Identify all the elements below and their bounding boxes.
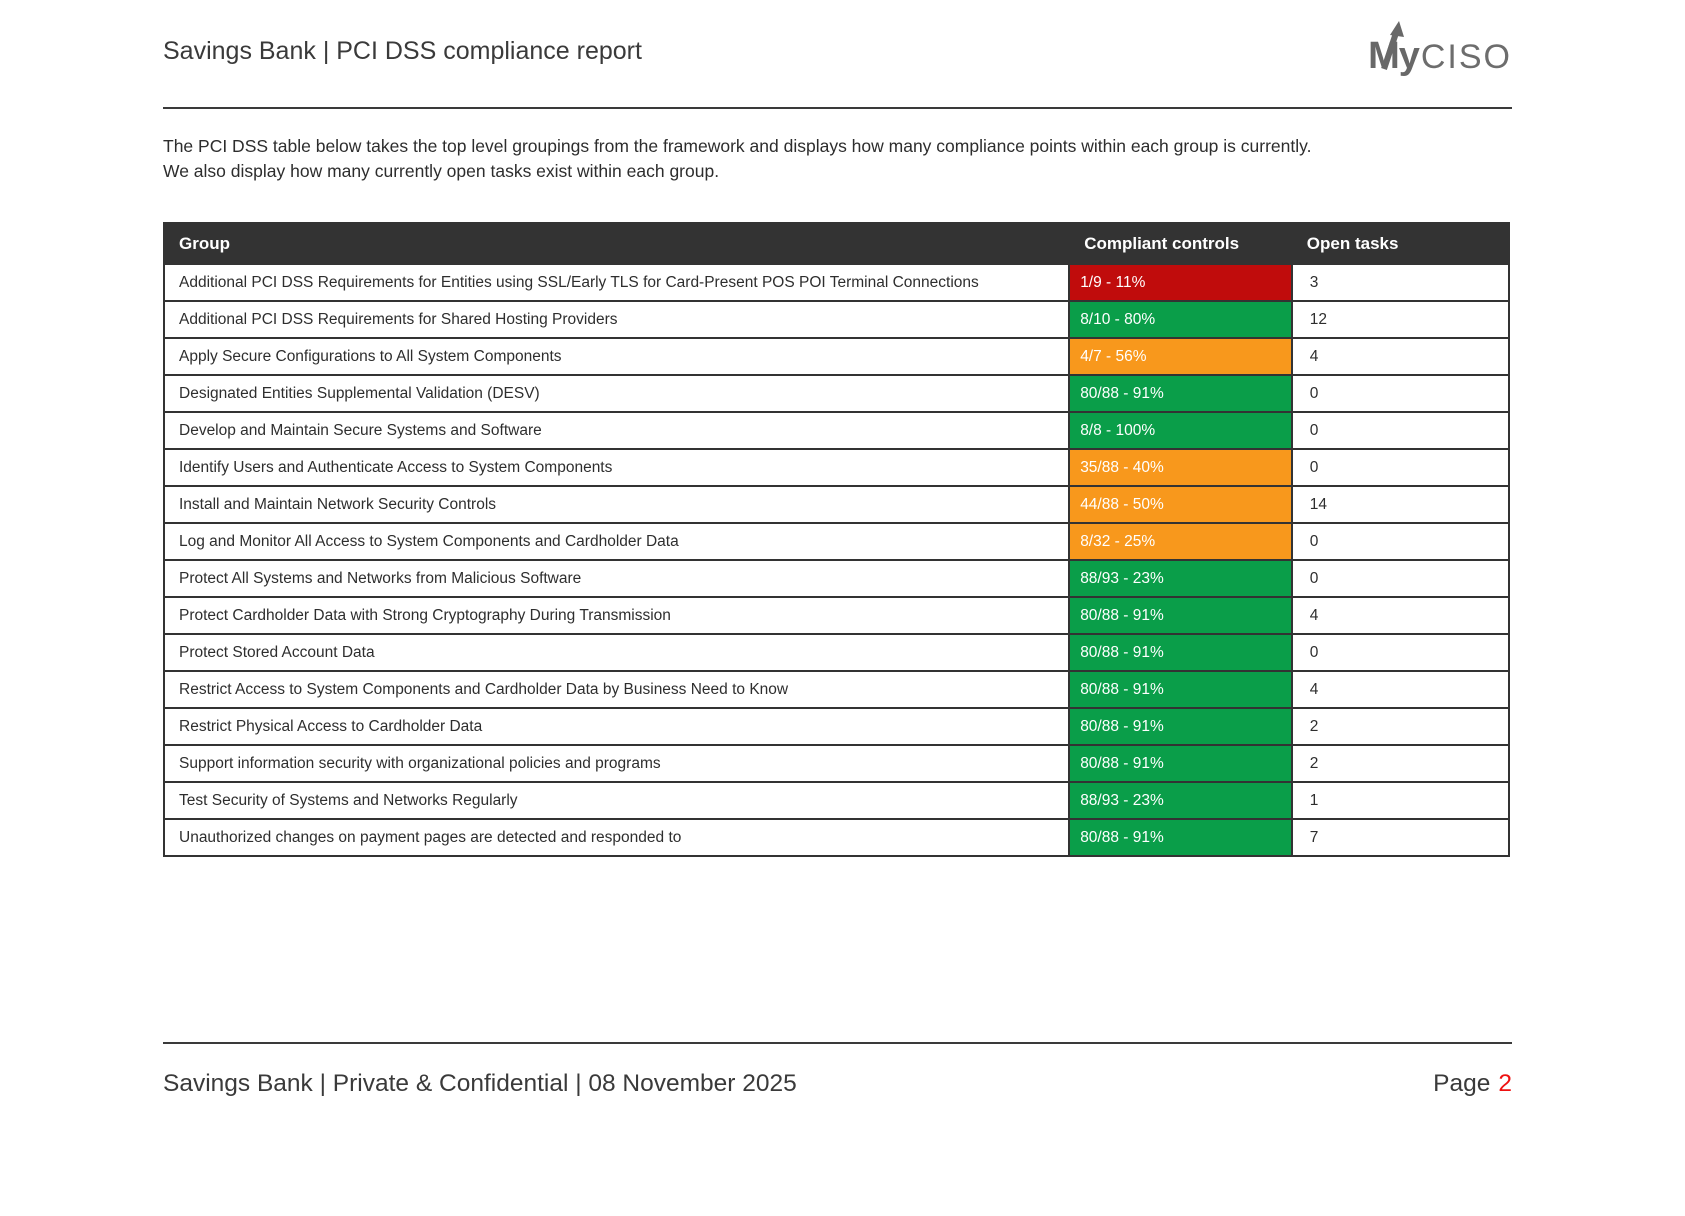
open-tasks-cell: 3 bbox=[1290, 263, 1511, 302]
table-row: Test Security of Systems and Networks Re… bbox=[162, 781, 1511, 820]
open-tasks-cell: 0 bbox=[1290, 411, 1511, 450]
group-cell: Additional PCI DSS Requirements for Enti… bbox=[162, 263, 1071, 302]
open-tasks-cell: 4 bbox=[1290, 596, 1511, 635]
table-row: Restrict Access to System Components and… bbox=[162, 670, 1511, 709]
open-tasks-cell: 2 bbox=[1290, 744, 1511, 783]
open-tasks-cell: 7 bbox=[1290, 818, 1511, 857]
compliant-controls-cell: 35/88 - 40% bbox=[1068, 448, 1293, 487]
group-cell: Develop and Maintain Secure Systems and … bbox=[162, 411, 1071, 450]
compliant-controls-cell: 1/9 - 11% bbox=[1068, 263, 1293, 302]
group-cell: Unauthorized changes on payment pages ar… bbox=[162, 818, 1071, 857]
intro-line-1: The PCI DSS table below takes the top le… bbox=[163, 136, 1312, 156]
group-cell: Designated Entities Supplemental Validat… bbox=[162, 374, 1071, 413]
footer-confidential-text: Savings Bank | Private & Confidential | … bbox=[163, 1070, 797, 1097]
group-cell: Protect All Systems and Networks from Ma… bbox=[162, 559, 1071, 598]
open-tasks-cell: 0 bbox=[1290, 374, 1511, 413]
group-cell: Additional PCI DSS Requirements for Shar… bbox=[162, 300, 1071, 339]
header-divider bbox=[163, 107, 1512, 109]
myciso-logo: My CISO bbox=[1368, 21, 1512, 77]
compliance-table-container: Group Compliant controls Open tasks Addi… bbox=[162, 222, 1511, 857]
group-cell: Support information security with organi… bbox=[162, 744, 1071, 783]
group-cell: Protect Stored Account Data bbox=[162, 633, 1071, 672]
table-row: Unauthorized changes on payment pages ar… bbox=[162, 818, 1511, 857]
group-cell: Log and Monitor All Access to System Com… bbox=[162, 522, 1071, 561]
page-footer: Savings Bank | Private & Confidential | … bbox=[163, 1042, 1512, 1098]
open-tasks-cell: 12 bbox=[1290, 300, 1511, 339]
group-cell: Protect Cardholder Data with Strong Cryp… bbox=[162, 596, 1071, 635]
page-title: Savings Bank | PCI DSS compliance report bbox=[163, 37, 642, 65]
intro-paragraph: The PCI DSS table below takes the top le… bbox=[163, 134, 1311, 183]
compliant-controls-cell: 88/93 - 23% bbox=[1068, 559, 1293, 598]
open-tasks-cell: 0 bbox=[1290, 559, 1511, 598]
group-cell: Restrict Access to System Components and… bbox=[162, 670, 1071, 709]
group-cell: Install and Maintain Network Security Co… bbox=[162, 485, 1071, 524]
open-tasks-cell: 4 bbox=[1290, 337, 1511, 376]
table-row: Restrict Physical Access to Cardholder D… bbox=[162, 707, 1511, 746]
table-row: Apply Secure Configurations to All Syste… bbox=[162, 337, 1511, 376]
table-header-row: Group Compliant controls Open tasks bbox=[162, 222, 1511, 265]
table-row: Additional PCI DSS Requirements for Enti… bbox=[162, 263, 1511, 302]
compliant-controls-cell: 44/88 - 50% bbox=[1068, 485, 1293, 524]
compliant-controls-cell: 8/10 - 80% bbox=[1068, 300, 1293, 339]
compliant-controls-cell: 80/88 - 91% bbox=[1068, 744, 1293, 783]
table-row: Protect All Systems and Networks from Ma… bbox=[162, 559, 1511, 598]
compliant-controls-cell: 88/93 - 23% bbox=[1068, 781, 1293, 820]
compliant-controls-cell: 4/7 - 56% bbox=[1068, 337, 1293, 376]
compliant-controls-cell: 8/32 - 25% bbox=[1068, 522, 1293, 561]
table-row: Log and Monitor All Access to System Com… bbox=[162, 522, 1511, 561]
table-row: Install and Maintain Network Security Co… bbox=[162, 485, 1511, 524]
compliant-controls-cell: 80/88 - 91% bbox=[1068, 633, 1293, 672]
footer-page-label: Page bbox=[1433, 1070, 1491, 1097]
group-cell: Apply Secure Configurations to All Syste… bbox=[162, 337, 1071, 376]
table-row: Protect Stored Account Data 80/88 - 91% … bbox=[162, 633, 1511, 672]
table-row: Support information security with organi… bbox=[162, 744, 1511, 783]
group-cell: Restrict Physical Access to Cardholder D… bbox=[162, 707, 1071, 746]
table-row: Protect Cardholder Data with Strong Cryp… bbox=[162, 596, 1511, 635]
table-row: Develop and Maintain Secure Systems and … bbox=[162, 411, 1511, 450]
logo-my-mark: My bbox=[1368, 21, 1420, 77]
compliant-controls-cell: 8/8 - 100% bbox=[1068, 411, 1293, 450]
compliant-controls-cell: 80/88 - 91% bbox=[1068, 374, 1293, 413]
compliant-controls-cell: 80/88 - 91% bbox=[1068, 596, 1293, 635]
open-tasks-cell: 1 bbox=[1290, 781, 1511, 820]
compliant-controls-cell: 80/88 - 91% bbox=[1068, 670, 1293, 709]
open-tasks-cell: 0 bbox=[1290, 633, 1511, 672]
table-row: Additional PCI DSS Requirements for Shar… bbox=[162, 300, 1511, 339]
open-tasks-cell: 0 bbox=[1290, 522, 1511, 561]
compliant-controls-cell: 80/88 - 91% bbox=[1068, 707, 1293, 746]
column-header-open-tasks: Open tasks bbox=[1290, 222, 1511, 265]
table-row: Identify Users and Authenticate Access t… bbox=[162, 448, 1511, 487]
group-cell: Test Security of Systems and Networks Re… bbox=[162, 781, 1071, 820]
footer-page-number: 2 bbox=[1498, 1070, 1512, 1097]
column-header-compliant-controls: Compliant controls bbox=[1068, 222, 1293, 265]
column-header-group: Group bbox=[162, 222, 1071, 265]
open-tasks-cell: 0 bbox=[1290, 448, 1511, 487]
table-row: Designated Entities Supplemental Validat… bbox=[162, 374, 1511, 413]
intro-line-2: We also display how many currently open … bbox=[163, 160, 720, 181]
footer-page-indicator: Page 2 bbox=[1433, 1070, 1512, 1098]
open-tasks-cell: 2 bbox=[1290, 707, 1511, 746]
compliant-controls-cell: 80/88 - 91% bbox=[1068, 818, 1293, 857]
open-tasks-cell: 4 bbox=[1290, 670, 1511, 709]
group-cell: Identify Users and Authenticate Access t… bbox=[162, 448, 1071, 487]
logo-text-ciso: CISO bbox=[1420, 38, 1512, 76]
compliance-table: Group Compliant controls Open tasks Addi… bbox=[162, 222, 1511, 857]
open-tasks-cell: 14 bbox=[1290, 485, 1511, 524]
logo-text-my: My bbox=[1368, 35, 1420, 77]
